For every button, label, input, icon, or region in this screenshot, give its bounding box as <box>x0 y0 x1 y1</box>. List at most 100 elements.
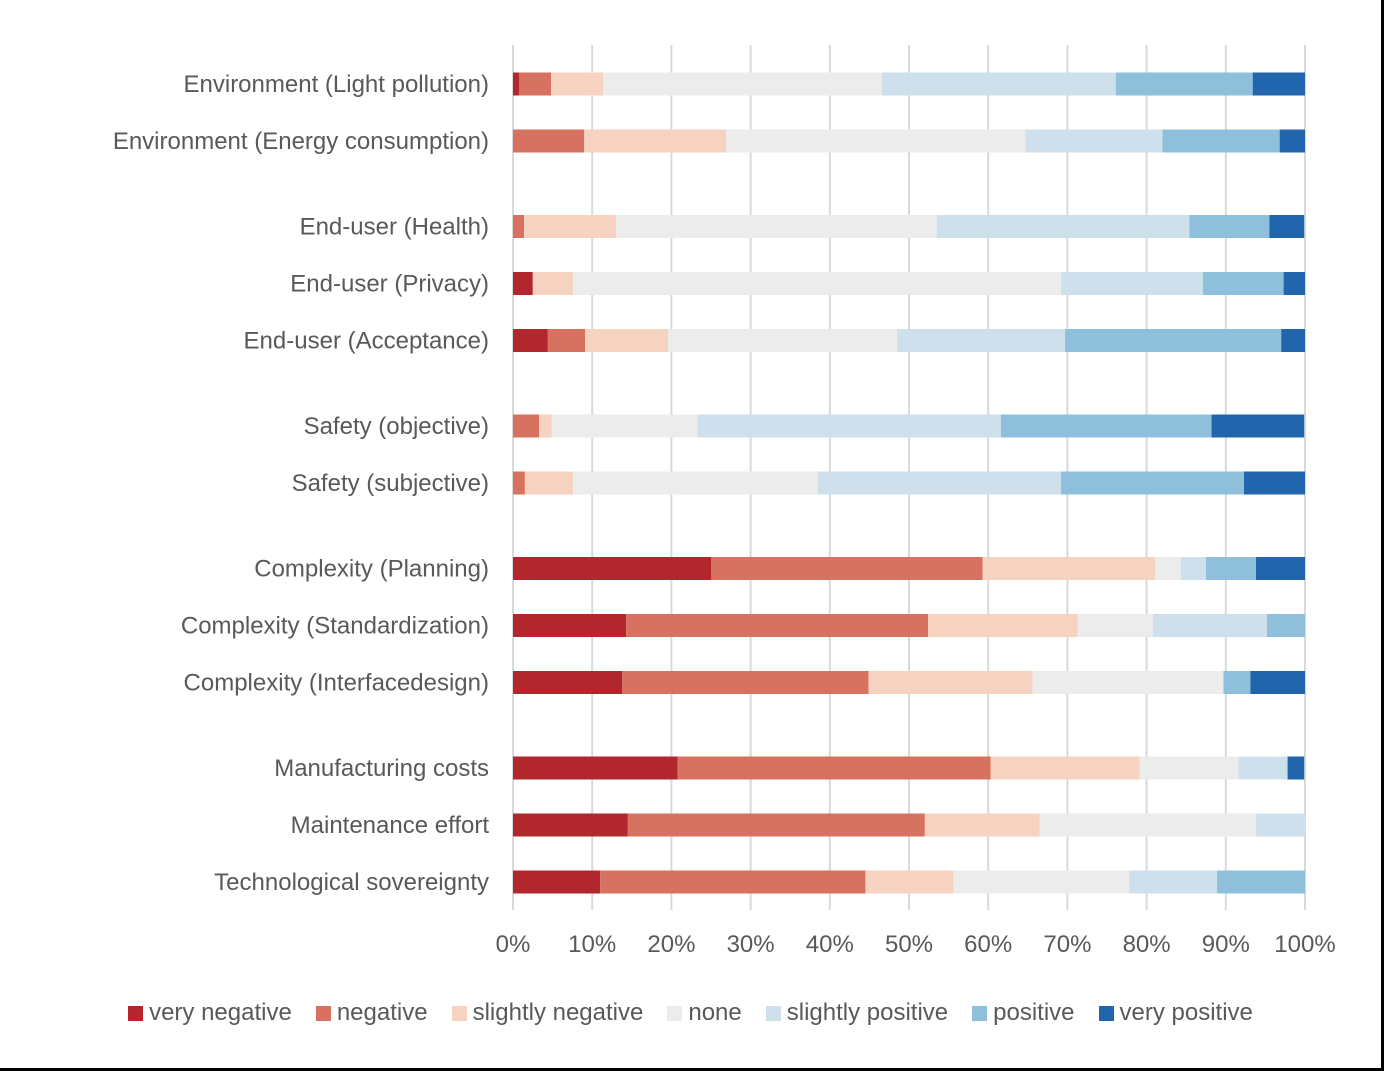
bar-segment-positive <box>1115 72 1253 96</box>
x-tick-label: 80% <box>1123 931 1171 958</box>
bar-segment-none <box>668 329 898 352</box>
x-tick-label: 40% <box>806 931 854 958</box>
x-tick-label: 10% <box>568 931 616 958</box>
bar-segment-slightly-negative <box>868 671 1033 694</box>
bar-segment-slightly-positive <box>1061 272 1203 295</box>
legend-swatch <box>1098 1005 1114 1021</box>
legend-item: very positive <box>1098 999 1253 1027</box>
bar-segment-slightly-positive <box>1129 870 1218 894</box>
bar-segment-very-negative <box>513 614 627 637</box>
bar-segment-none <box>1139 756 1239 780</box>
bar-segment-slightly-positive <box>1180 557 1206 580</box>
bar-segment-very-positive <box>1250 671 1305 694</box>
category-label: Safety (subjective) <box>292 470 489 497</box>
bar-segment-slightly-positive <box>897 329 1066 352</box>
bar-segment-none <box>1039 813 1256 837</box>
bar-segment-very-positive <box>1211 414 1305 438</box>
bar-segment-slightly-negative <box>584 129 727 153</box>
bar-segment-very-negative <box>513 557 711 580</box>
bar-segment-positive <box>1000 414 1212 438</box>
category-label: End-user (Acceptance) <box>244 328 489 355</box>
bar-row <box>513 414 1305 438</box>
category-label: Manufacturing costs <box>274 755 489 782</box>
category-label: Maintenance effort <box>291 812 490 839</box>
bar-segment-negative <box>519 72 552 96</box>
category-label: Complexity (Planning) <box>254 556 489 583</box>
legend-item: slightly positive <box>765 999 949 1027</box>
bar-segment-positive <box>1189 215 1270 238</box>
bar-segment-positive <box>1217 870 1305 894</box>
legend-swatch <box>315 1005 331 1021</box>
bar-segment-slightly-negative <box>551 72 604 96</box>
bar-row <box>513 614 1305 637</box>
bar-segment-negative <box>626 614 929 637</box>
bar-segment-very-negative <box>513 813 628 837</box>
x-tick-label: 50% <box>885 931 933 958</box>
bar-row <box>513 870 1305 894</box>
bar-row <box>513 471 1305 495</box>
legend-label: none <box>688 999 742 1026</box>
bar-segment-slightly-negative <box>585 329 669 352</box>
category-label: Safety (objective) <box>304 413 489 440</box>
x-tick-label: 70% <box>1043 931 1091 958</box>
bar-segment-negative <box>513 129 585 153</box>
category-labels: Environment (Light pollution) Environment… <box>113 71 489 896</box>
bar-segment-very-positive <box>1244 471 1305 495</box>
bars <box>513 72 1305 894</box>
legend-swatch <box>667 1005 683 1021</box>
category-label: Environment (Light pollution) <box>184 71 490 98</box>
legend-item: slightly negative <box>451 999 643 1027</box>
bar-segment-slightly-negative <box>532 272 574 295</box>
bar-segment-very-positive <box>1255 557 1305 580</box>
bar-segment-very-positive <box>1252 72 1305 96</box>
bar-row <box>513 215 1305 238</box>
bar-row <box>513 329 1305 352</box>
bar-segment-very-positive <box>1283 272 1305 295</box>
x-tick-label: 20% <box>647 931 695 958</box>
bar-segment-slightly-positive <box>697 414 1001 438</box>
category-label: Environment (Energy consumption) <box>113 128 489 155</box>
bar-row <box>513 72 1305 96</box>
category-label: Technological sovereignty <box>214 869 489 896</box>
bar-segment-negative <box>622 671 869 694</box>
bar-segment-positive <box>1202 272 1284 295</box>
bar-segment-none <box>551 414 698 438</box>
x-tick-label: 30% <box>727 931 775 958</box>
bar-segment-slightly-positive <box>1152 614 1267 637</box>
legend-item: positive <box>972 999 1075 1027</box>
bar-segment-very-negative <box>513 72 520 96</box>
bar-row <box>513 756 1305 780</box>
bar-row <box>513 272 1305 295</box>
legend-swatch <box>451 1005 467 1021</box>
bar-segment-negative <box>513 215 525 238</box>
bar-segment-negative <box>513 414 540 438</box>
bar-segment-slightly-negative <box>982 557 1156 580</box>
legend-item: very negative <box>128 999 292 1027</box>
bar-segment-slightly-negative <box>990 756 1140 780</box>
legend-item: negative <box>315 999 428 1027</box>
bar-segment-positive <box>1206 557 1256 580</box>
bar-segment-slightly-negative <box>524 471 574 495</box>
bar-segment-slightly-negative <box>924 813 1040 837</box>
bar-segment-slightly-negative <box>865 870 954 894</box>
x-tick-label: 90% <box>1202 931 1250 958</box>
bar-segment-positive <box>1223 671 1251 694</box>
legend-label: slightly positive <box>786 999 949 1026</box>
bar-segment-slightly-negative <box>524 215 616 238</box>
stacked-bar-chart: Environment (Light pollution) Environment… <box>113 45 1336 958</box>
bar-segment-none <box>615 215 937 238</box>
bar-segment-negative <box>600 870 866 894</box>
bar-row <box>513 671 1305 694</box>
bar-segment-none <box>726 129 1026 153</box>
bar-segment-none <box>1077 614 1153 637</box>
bar-segment-very-negative <box>513 671 623 694</box>
bar-segment-very-positive <box>1287 756 1305 780</box>
bar-segment-slightly-positive <box>1238 756 1288 780</box>
bar-segment-none <box>573 471 818 495</box>
bar-segment-none <box>1032 671 1224 694</box>
bar-segment-positive <box>1162 129 1280 153</box>
bar-segment-negative <box>711 557 983 580</box>
x-axis-tick-labels: 0% 10% 20% 30% 40% 50% 60% 70% 80% 90% 100% <box>496 931 1336 958</box>
bar-segment-very-positive <box>1281 329 1305 352</box>
x-tick-label: 60% <box>964 931 1012 958</box>
